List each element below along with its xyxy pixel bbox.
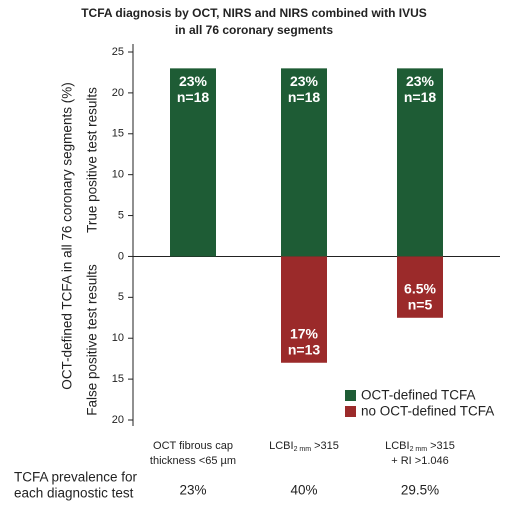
bar-label: n=18 [177, 89, 210, 105]
chart-title: in all 76 coronary segments [175, 23, 333, 37]
y-tick-label: 20 [112, 414, 124, 426]
subscript: 2 mm [294, 446, 312, 453]
y-tick-label: 10 [112, 332, 124, 344]
prevalence-value: 23% [179, 483, 206, 498]
y-axis-subtitle: True positive test results [85, 87, 100, 233]
bar-label: n=18 [288, 89, 321, 105]
y-tick-label: 5 [118, 291, 124, 303]
x-tick-label: LCBI2 mm >315 [269, 440, 339, 453]
prevalence-value: 29.5% [401, 483, 439, 498]
y-tick-label: 15 [112, 373, 124, 385]
legend-label: OCT-defined TCFA [361, 388, 476, 403]
bar-label: 23% [290, 73, 319, 89]
y-tick-label: 10 [112, 169, 124, 181]
y-axis-subtitle: False positive test results [85, 264, 100, 416]
legend-swatch [345, 406, 356, 417]
bar-label: n=18 [404, 89, 437, 105]
chart-title: TCFA diagnosis by OCT, NIRS and NIRS com… [81, 6, 427, 20]
x-tick-label: thickness <65 µm [150, 455, 236, 467]
legend-swatch [345, 390, 356, 401]
label-part: LCBI [269, 440, 293, 452]
bar [397, 256, 443, 318]
bar [281, 256, 327, 363]
y-tick-label: 0 [118, 250, 124, 262]
bar-label: 6.5% [404, 280, 436, 296]
prevalence-label: each diagnostic test [14, 486, 134, 501]
prevalence-value: 40% [290, 483, 317, 498]
bar [397, 68, 443, 257]
bar-label: 23% [406, 73, 435, 89]
bar [281, 68, 327, 257]
label-part: OCT fibrous cap [153, 440, 233, 452]
y-tick-label: 5 [118, 209, 124, 221]
y-tick-label: 25 [112, 46, 124, 58]
x-tick-label: LCBI2 mm >315 [385, 440, 455, 453]
bar-label: n=5 [408, 296, 433, 312]
bar-label: 17% [290, 325, 319, 341]
label-part: + RI >1.046 [391, 455, 449, 467]
x-tick-label: + RI >1.046 [391, 455, 449, 467]
y-tick-label: 15 [112, 128, 124, 140]
y-axis-title: OCT-defined TCFA in all 76 coronary segm… [60, 82, 75, 389]
bar-label: 23% [179, 73, 208, 89]
label-part: LCBI [385, 440, 409, 452]
label-part: >315 [311, 440, 339, 452]
bar-label: n=13 [288, 341, 321, 357]
x-tick-label: OCT fibrous cap [153, 440, 233, 452]
bar [170, 68, 216, 257]
label-part: thickness <65 µm [150, 455, 236, 467]
legend-label: no OCT-defined TCFA [361, 404, 494, 419]
y-tick-label: 20 [112, 87, 124, 99]
label-part: >315 [427, 440, 455, 452]
subscript: 2 mm [410, 446, 428, 453]
prevalence-label: TCFA prevalence for [14, 470, 138, 485]
